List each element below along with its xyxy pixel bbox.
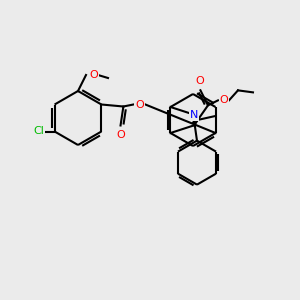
Text: N: N — [190, 110, 198, 120]
Text: O: O — [135, 100, 144, 110]
Text: O: O — [116, 130, 125, 140]
Text: O: O — [196, 76, 204, 86]
Text: Cl: Cl — [33, 127, 44, 136]
Text: O: O — [90, 70, 98, 80]
Text: O: O — [220, 95, 228, 105]
